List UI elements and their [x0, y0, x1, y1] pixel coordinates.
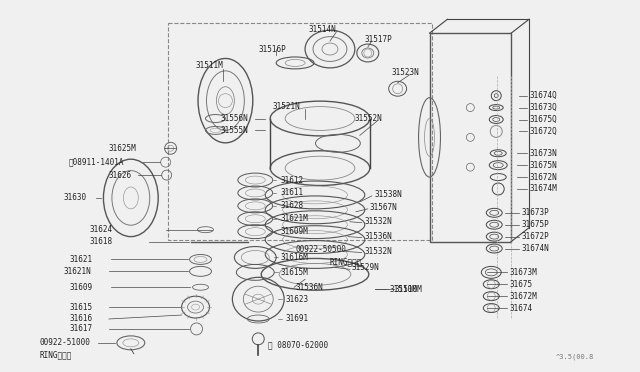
Text: 31616: 31616 [69, 314, 92, 324]
Text: 31510M: 31510M [390, 285, 417, 294]
Text: 31672P: 31672P [521, 232, 549, 241]
Text: 31672Q: 31672Q [529, 127, 557, 136]
Text: 31673P: 31673P [521, 208, 549, 217]
Text: 31691: 31691 [285, 314, 308, 324]
Text: 31612: 31612 [280, 176, 303, 185]
Text: 31672M: 31672M [509, 292, 537, 301]
Text: 31567N: 31567N [370, 203, 397, 212]
Text: 31536N: 31536N [365, 232, 392, 241]
Text: 31675N: 31675N [529, 161, 557, 170]
Text: 31621M: 31621M [280, 214, 308, 223]
Text: 31536N: 31536N [295, 283, 323, 292]
Text: 31673M: 31673M [509, 268, 537, 277]
Text: 31555N: 31555N [220, 126, 248, 135]
Text: 31625M: 31625M [109, 144, 137, 153]
Text: 31675P: 31675P [521, 220, 549, 229]
Text: ^3.5(00.8: ^3.5(00.8 [556, 353, 594, 360]
Text: 31674: 31674 [509, 304, 532, 312]
Text: 31532N: 31532N [365, 217, 392, 226]
Text: 31611: 31611 [280, 189, 303, 198]
Text: 31673Q: 31673Q [529, 103, 557, 112]
Text: 31624: 31624 [89, 225, 112, 234]
Text: 31514N: 31514N [308, 25, 336, 34]
Text: 31538N: 31538N [375, 190, 403, 199]
Text: 31511M: 31511M [196, 61, 223, 70]
Text: Ⓑ 08070-62000: Ⓑ 08070-62000 [268, 340, 328, 349]
Text: 31521N: 31521N [272, 102, 300, 111]
Text: 31517P: 31517P [365, 35, 392, 44]
Text: 31623: 31623 [285, 295, 308, 304]
Text: 31675: 31675 [509, 280, 532, 289]
Text: 31621N: 31621N [63, 267, 91, 276]
Text: 31674M: 31674M [529, 185, 557, 193]
Text: 31556N: 31556N [220, 114, 248, 123]
Text: ⓝ08911-1401A: ⓝ08911-1401A [69, 158, 125, 167]
Text: 31529N: 31529N [352, 263, 380, 272]
Bar [429, 33, 511, 241]
Text: 31615M: 31615M [280, 268, 308, 277]
Text: 31523N: 31523N [392, 68, 419, 77]
Text: 00922-51000: 00922-51000 [39, 338, 90, 347]
Text: 31626: 31626 [109, 171, 132, 180]
Text: 31673N: 31673N [529, 149, 557, 158]
Text: 31630: 31630 [63, 193, 86, 202]
Text: 31618: 31618 [89, 237, 112, 246]
Text: 31532N: 31532N [365, 247, 392, 256]
Text: 31675Q: 31675Q [529, 115, 557, 124]
Text: 31617: 31617 [69, 324, 92, 333]
Text: 31674Q: 31674Q [529, 91, 557, 100]
Text: RINGリング: RINGリング [330, 257, 362, 266]
Text: 31616M: 31616M [280, 253, 308, 262]
Bar [168, 23, 431, 240]
Text: 31516P: 31516P [259, 45, 286, 54]
Text: 31552N: 31552N [355, 114, 383, 123]
Text: 00922-50500: 00922-50500 [295, 245, 346, 254]
Text: 31674N: 31674N [521, 244, 549, 253]
Text: 31510M: 31510M [395, 285, 422, 294]
Text: 31609: 31609 [69, 283, 92, 292]
Text: 31672N: 31672N [529, 173, 557, 182]
Text: 31609M: 31609M [280, 227, 308, 236]
Text: 31615: 31615 [69, 302, 92, 312]
Text: RINGリング: RINGリング [39, 350, 72, 359]
Text: 31621: 31621 [69, 255, 92, 264]
Text: 31628: 31628 [280, 201, 303, 210]
